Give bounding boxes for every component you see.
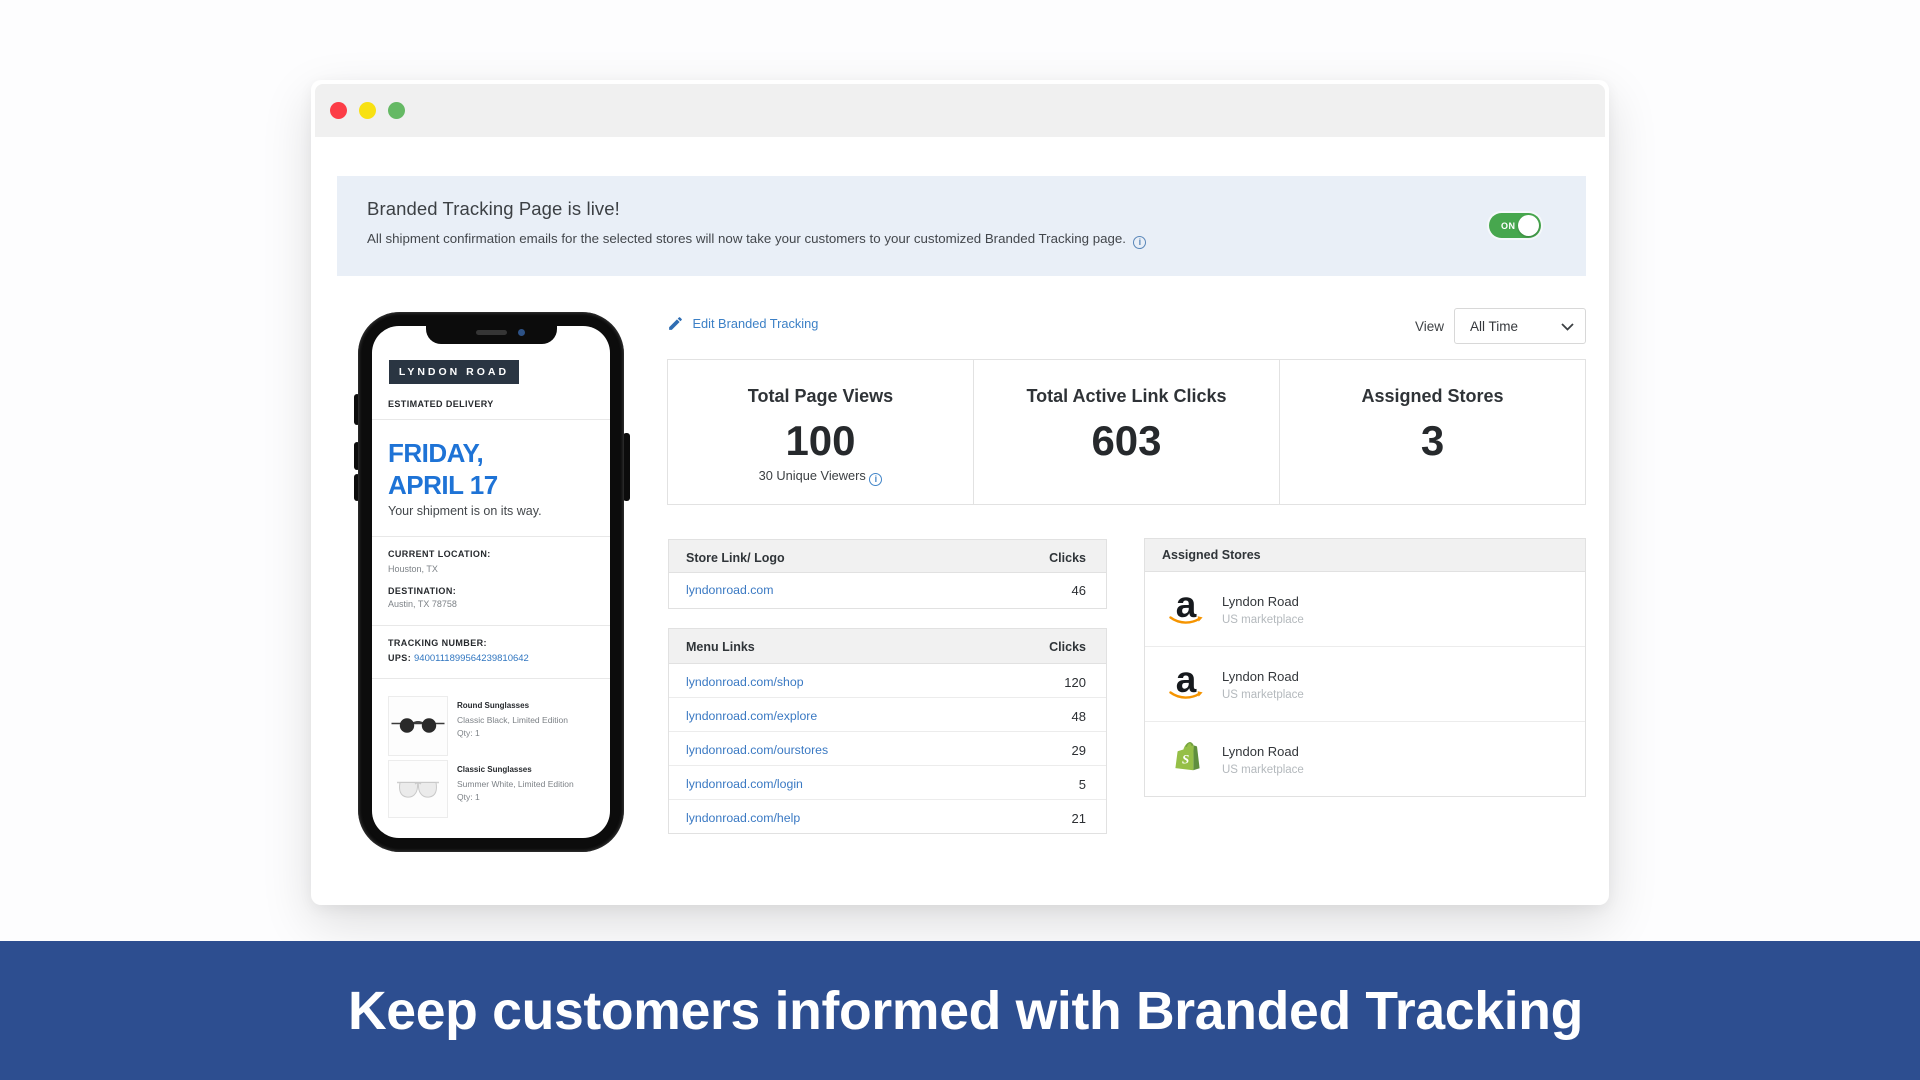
svg-text:S: S	[1182, 752, 1189, 767]
